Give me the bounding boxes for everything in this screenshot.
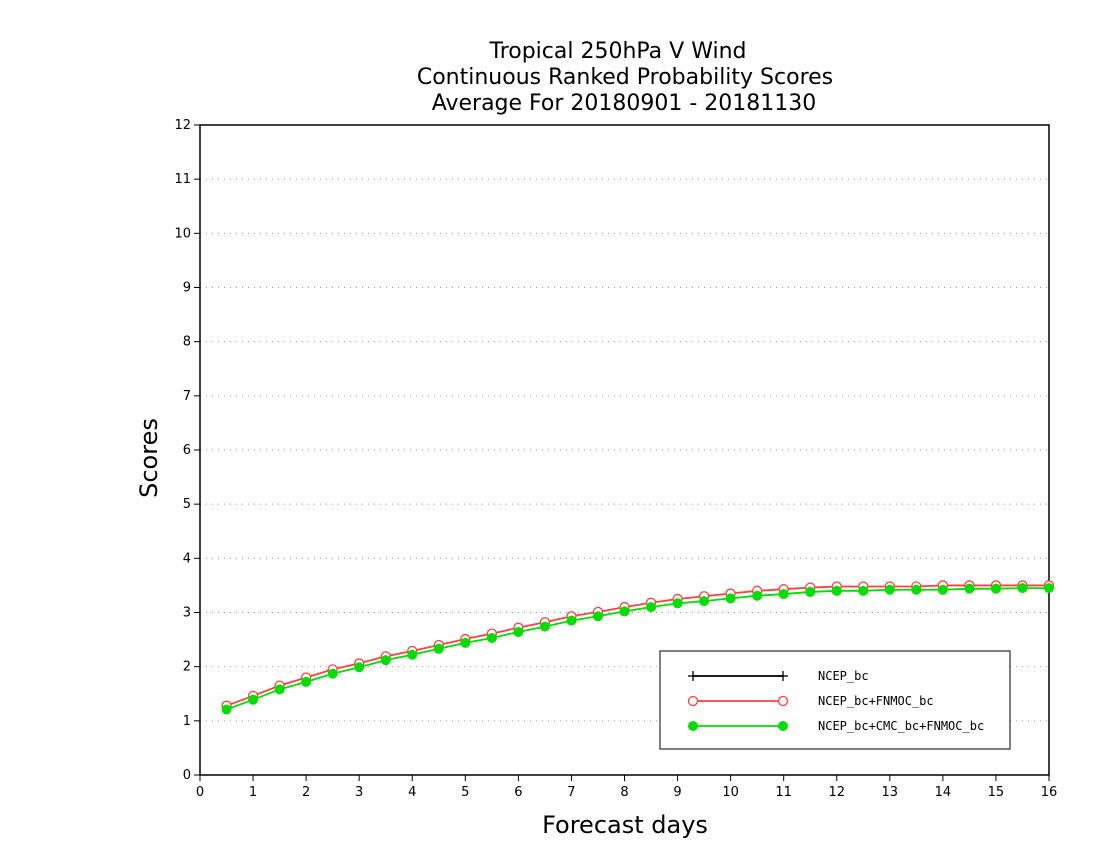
data-point-2-30 (1017, 583, 1028, 594)
data-point-2-1 (248, 694, 259, 705)
legend-marker-start-0 (688, 671, 698, 681)
y-tick-label-11: 11 (174, 172, 191, 187)
x-tick-label-12: 12 (828, 785, 845, 800)
x-tick-label-0: 0 (196, 785, 204, 800)
y-tick-label-6: 6 (183, 443, 191, 458)
data-point-2-6 (380, 655, 391, 666)
data-point-2-13 (566, 615, 577, 626)
legend-marker-end-1 (777, 695, 789, 707)
x-tick-label-9: 9 (673, 785, 681, 800)
legend-marker-end-0 (778, 671, 788, 681)
x-tick-label-2: 2 (302, 785, 310, 800)
x-tick-label-11: 11 (775, 785, 792, 800)
data-point-2-2 (274, 684, 285, 695)
series-2 (221, 583, 1054, 715)
data-point-2-24 (858, 585, 869, 596)
x-tick-label-7: 7 (567, 785, 575, 800)
x-tick-label-8: 8 (620, 785, 628, 800)
data-point-2-12 (539, 621, 550, 632)
x-tick-label-14: 14 (935, 785, 952, 800)
x-tick-label-13: 13 (882, 785, 899, 800)
legend-label-2: NCEP_bc+CMC_bc+FNMOC_bc (818, 719, 984, 733)
gridlines (200, 178, 1049, 722)
y-tick-label-1: 1 (183, 714, 191, 729)
x-tick-label-3: 3 (355, 785, 363, 800)
data-point-2-14 (592, 611, 603, 622)
data-point-2-7 (407, 649, 418, 660)
title-line-1: Tropical 250hPa V Wind (488, 39, 746, 64)
y-tick-label-2: 2 (183, 660, 191, 675)
data-point-2-29 (990, 583, 1001, 594)
y-tick-label-4: 4 (183, 551, 191, 566)
data-point-2-25 (884, 584, 895, 595)
x-tick-label-4: 4 (408, 785, 416, 800)
data-point-2-11 (513, 627, 524, 637)
y-axis-label: Scores (135, 418, 163, 498)
chart-title: Tropical 250hPa V Wind Continuous Ranked… (417, 39, 833, 116)
data-point-2-17 (672, 598, 683, 609)
y-tick-label-0: 0 (183, 768, 191, 783)
x-tick-label-6: 6 (514, 785, 522, 800)
y-tick-label-9: 9 (183, 281, 191, 296)
y-tick-label-10: 10 (174, 226, 191, 241)
y-tick-label-8: 8 (183, 335, 191, 350)
legend: NCEP_bc NCEP_bc+FNMOC_bc NCEP_bc+CMC_bc+FN… (659, 650, 1011, 750)
legend-item-0: NCEP_bc (688, 669, 869, 683)
x-axis-label: Forecast days (542, 811, 708, 839)
legend-item-2: NCEP_bc+CMC_bc+FNMOC_bc (688, 719, 984, 733)
legend-box (659, 650, 1011, 750)
data-point-2-31 (1044, 583, 1054, 594)
x-tick-label-10: 10 (722, 785, 739, 800)
data-point-2-18 (699, 596, 710, 607)
title-line-3: Average For 20180901 - 20181130 (432, 91, 817, 116)
data-point-2-8 (433, 643, 444, 654)
legend-label-1: NCEP_bc+FNMOC_bc (818, 694, 934, 708)
data-point-2-21 (778, 589, 789, 600)
x-tick-label-15: 15 (988, 785, 1005, 800)
data-series (221, 580, 1055, 715)
y-tick-label-5: 5 (183, 497, 191, 512)
data-point-2-20 (752, 590, 763, 601)
data-point-2-10 (486, 632, 497, 643)
legend-label-0: NCEP_bc (818, 669, 869, 683)
data-point-2-5 (354, 662, 365, 673)
y-tick-label-7: 7 (183, 389, 191, 404)
data-point-2-4 (327, 668, 338, 679)
data-point-2-0 (221, 704, 232, 715)
legend-marker-start-2 (688, 721, 698, 731)
data-point-2-22 (805, 586, 816, 597)
data-point-2-27 (937, 584, 948, 595)
legend-marker-end-2 (778, 721, 788, 731)
data-point-2-23 (831, 585, 842, 596)
x-tick-label-5: 5 (461, 785, 469, 800)
data-point-2-28 (964, 583, 975, 594)
data-point-2-15 (619, 606, 630, 617)
y-tick-label-3: 3 (183, 606, 191, 621)
y-tick-label-12: 12 (174, 118, 191, 133)
data-point-2-19 (725, 593, 736, 604)
data-point-2-9 (460, 637, 471, 648)
data-point-2-26 (911, 584, 922, 595)
data-point-2-16 (646, 602, 657, 613)
title-line-2: Continuous Ranked Probability Scores (417, 65, 833, 90)
legend-item-1: NCEP_bc+FNMOC_bc (687, 694, 934, 708)
x-tick-label-16: 16 (1041, 785, 1058, 800)
data-point-2-3 (301, 676, 312, 687)
legend-marker-start-1 (687, 695, 699, 707)
x-tick-label-1: 1 (249, 785, 257, 800)
